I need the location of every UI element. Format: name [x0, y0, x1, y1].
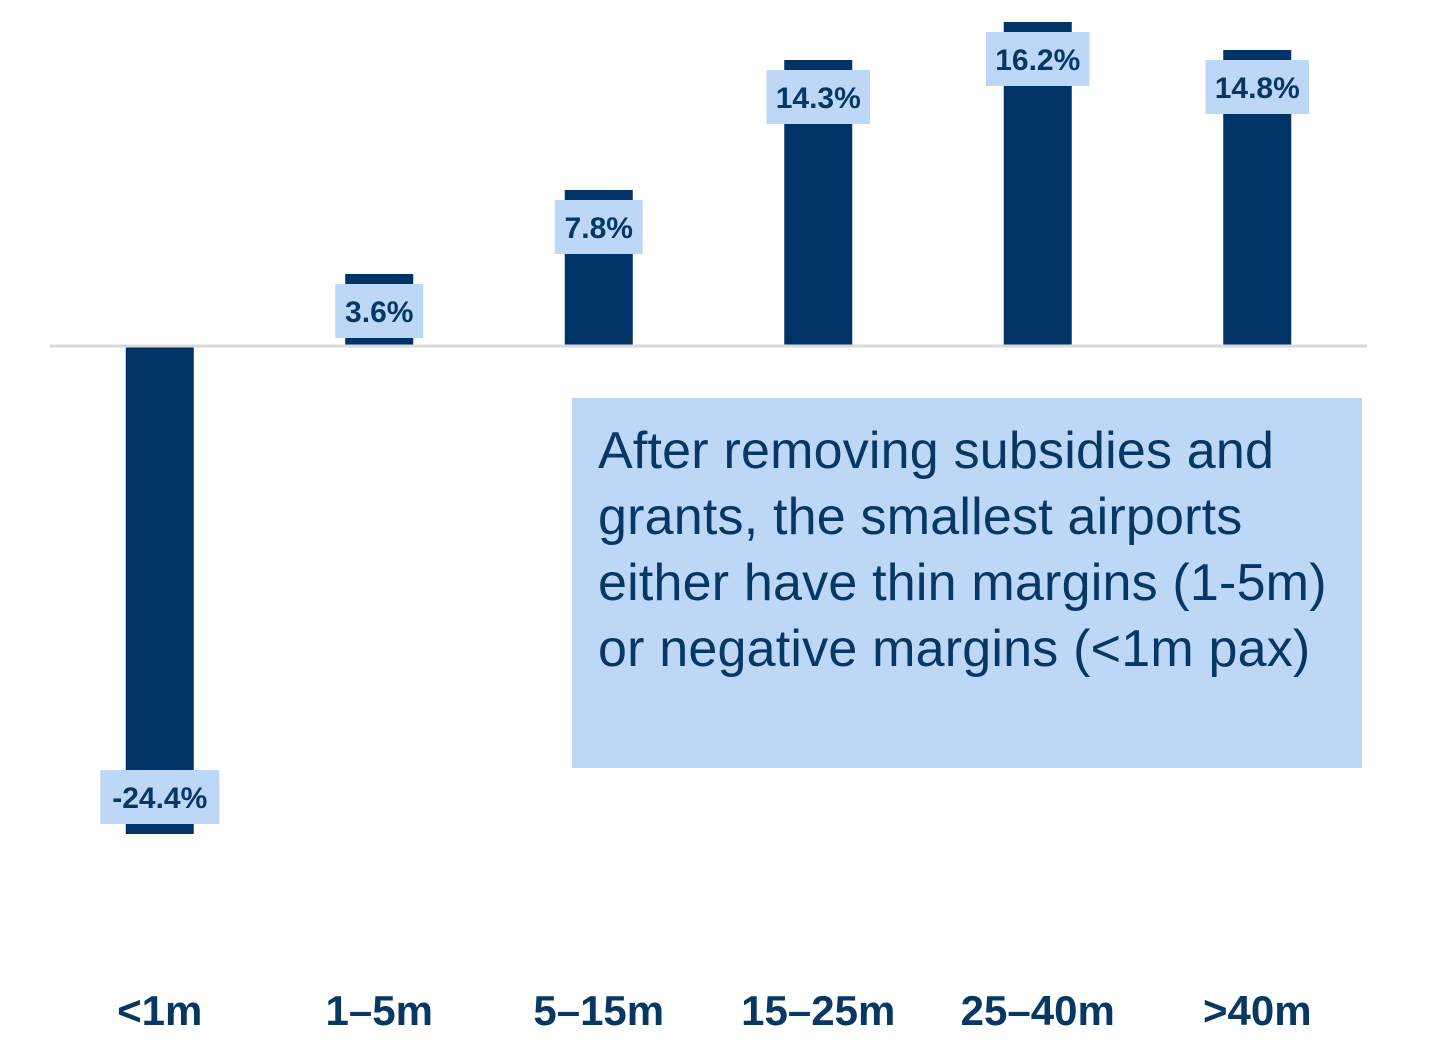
- value-label-25-40m: 16.2%: [986, 32, 1090, 86]
- value-label-text: 7.8%: [565, 212, 633, 245]
- category-label-1-5m: 1–5m: [326, 987, 433, 1034]
- value-label-box: [1205, 60, 1309, 114]
- value-label-text: -24.4%: [112, 782, 207, 815]
- value-label-text: 14.3%: [776, 82, 861, 115]
- value-label-5-15m: 7.8%: [554, 200, 643, 254]
- annotation-box: After removing subsidies and grants, the…: [572, 398, 1362, 768]
- category-label-lt-1m: <1m: [117, 987, 202, 1034]
- value-label-gt-40m: 14.8%: [1205, 60, 1309, 114]
- value-label-box: [986, 32, 1090, 86]
- value-label-box: [554, 200, 643, 254]
- bar-lt-1m: [125, 346, 194, 834]
- category-label-25-40m: 25–40m: [961, 987, 1115, 1034]
- category-label-15-25m: 15–25m: [741, 987, 895, 1034]
- value-label-box: [100, 770, 220, 824]
- value-label-15-25m: 14.3%: [766, 70, 870, 124]
- value-label-text: 16.2%: [995, 44, 1080, 77]
- annotation-text: After removing subsidies and grants, the…: [598, 422, 1327, 678]
- value-labels-layer: -24.4% 3.6% 7.8% 14.3% 16.2% 14.8%: [100, 32, 1309, 824]
- value-label-box: [766, 70, 870, 124]
- value-label-text: 14.8%: [1215, 72, 1300, 105]
- value-label-1-5m: 3.6%: [335, 284, 424, 338]
- value-label-lt-1m: -24.4%: [100, 770, 220, 824]
- category-labels-layer: <1m 1–5m 5–15m 15–25m 25–40m >40m: [117, 987, 1311, 1034]
- value-label-text: 3.6%: [345, 296, 413, 329]
- category-label-gt-40m: >40m: [1203, 987, 1312, 1034]
- value-label-box: [335, 284, 424, 338]
- category-label-5-15m: 5–15m: [533, 987, 664, 1034]
